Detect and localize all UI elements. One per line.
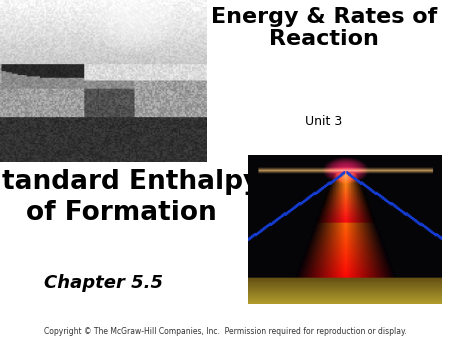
Text: Standard Enthalpy
of Formation: Standard Enthalpy of Formation bbox=[0, 169, 260, 226]
Text: Copyright © The McGraw-Hill Companies, Inc.  Permission required for reproductio: Copyright © The McGraw-Hill Companies, I… bbox=[44, 327, 406, 336]
Text: Energy & Rates of
Reaction: Energy & Rates of Reaction bbox=[211, 7, 437, 49]
Text: Chapter 5.5: Chapter 5.5 bbox=[44, 274, 163, 292]
Text: Unit 3: Unit 3 bbox=[306, 115, 342, 128]
